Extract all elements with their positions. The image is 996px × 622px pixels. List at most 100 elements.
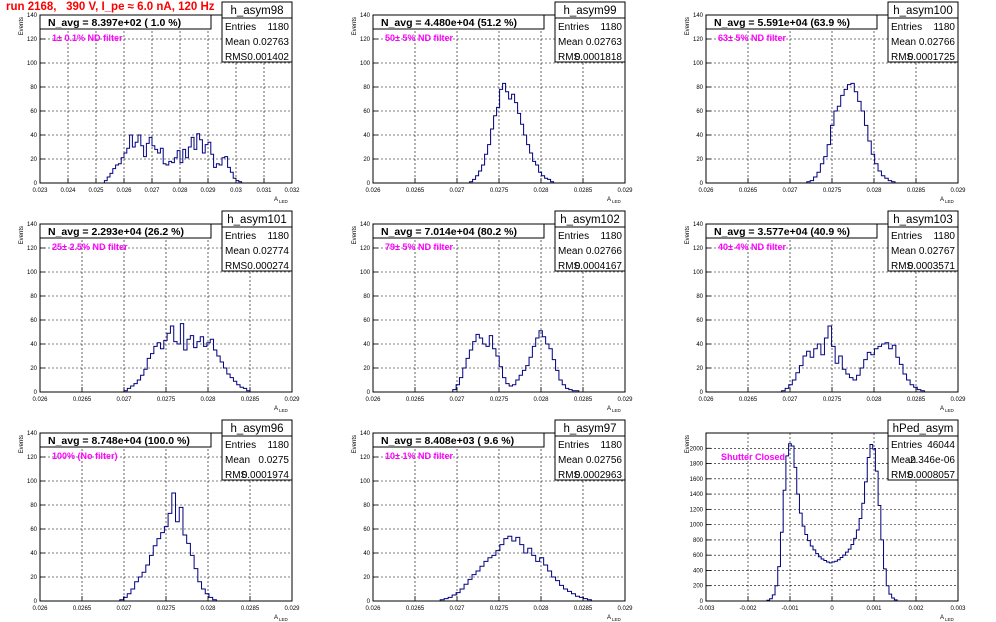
x-axis-title-subscript: LED [945,199,955,204]
x-tick-label: 0.002 [908,606,924,612]
x-axis-title: A [607,197,611,203]
x-tick-label: 0.032 [284,188,300,194]
y-tick-label: 120 [27,455,38,461]
page-title: run 2168, 390 V, I_pe ≈ 6.0 nA, 120 Hz [6,1,215,13]
y-tick-label: 120 [27,246,38,252]
stats-label: Entries [891,22,922,33]
x-tick-label: 0.0285 [907,188,926,194]
y-tick-label: 40 [30,342,37,348]
x-tick-label: 0.0285 [907,397,926,403]
x-tick-label: 0.026 [698,397,714,403]
navg-box [39,432,212,448]
x-tick-label: 0.031 [256,188,272,194]
x-axis-title-subscript: LED [279,408,289,413]
x-tick-label: 0 [830,606,834,612]
y-tick-label: 60 [696,318,703,324]
x-axis-title: A [274,615,278,621]
y-tick-label: 20 [363,366,370,372]
stats-value: 0.0001725 [908,52,956,63]
x-axis-title-subscript: LED [279,617,289,622]
stats-value: 1180 [267,22,289,33]
y-tick-label: 20 [696,366,703,372]
histogram-bars [781,325,925,392]
x-tick-label: 0.028 [533,188,549,194]
x-tick-label: 0.028 [866,397,882,403]
histogram-panel-h_asym98: 0.023 0.024 0.025 0.026 0.027 0.028 0.029 0.03 0… [19,1,300,204]
y-tick-label: 40 [696,342,703,348]
stats-label: Mean [225,246,250,257]
x-tick-label: 0.029 [617,606,633,612]
histogram-bars [452,330,580,392]
y-tick-label: 40 [696,133,703,139]
y-tick-label: 80 [30,294,37,300]
y-tick-label: 2000 [690,446,704,452]
stats-value: 0.02756 [586,455,623,466]
stats-box [221,17,293,63]
y-tick-label: 120 [693,37,704,43]
x-tick-label: 0.029 [617,397,633,403]
histogram-title: h_asym100 [893,5,952,17]
x-tick-label: 0.027 [449,606,465,612]
histogram-bars [469,82,555,183]
filter-annotation: 50± 5% ND filter [385,33,453,43]
x-tick-label: 0.0265 [73,606,92,612]
y-tick-label: 200 [693,584,704,590]
x-tick-label: 0.0275 [157,397,176,403]
stats-label: Entries [558,231,589,242]
stats-label: RMS [558,261,581,272]
histogram-title: h_asym101 [227,214,286,226]
x-tick-label: 0.0265 [406,606,425,612]
stats-box [554,435,626,481]
x-tick-label: 0.027 [782,188,798,194]
y-tick-label: 60 [30,318,37,324]
stats-box [221,226,293,272]
y-tick-label: 80 [696,85,703,91]
stats-box [554,226,626,272]
histogram-panel-h_asym100: 0.026 0.0265 0.027 0.0275 0.028 0.0285 0.029 0 2… [685,1,966,204]
x-axis-title-subscript: LED [279,199,289,204]
histogram-bars [766,443,898,601]
stats-value: 0.0003571 [908,261,956,272]
filter-annotation: Shutter Closed [721,452,785,462]
y-axis-title: Events [352,17,358,35]
filter-annotation: 79± 5% ND filter [385,242,453,252]
x-tick-label: 0.027 [449,188,465,194]
stats-label: RMS [558,470,581,481]
histogram-panel-h_asym103: 0.026 0.0265 0.027 0.0275 0.028 0.0285 0.029 0 2… [685,210,966,413]
y-axis-title: Events [19,226,25,244]
navg-box [705,223,878,239]
stats-label: Mean [225,37,250,48]
y-tick-label: 0 [700,599,704,605]
stats-value: -2.346e-06 [907,455,956,466]
stats-value: 1180 [933,22,955,33]
stats-value: 1180 [600,440,622,451]
x-axis-title: A [940,615,944,621]
x-tick-label: 0.027 [116,606,132,612]
y-tick-label: 20 [30,157,37,163]
filter-annotation: 10± 1% ND filter [385,451,453,461]
y-tick-label: 20 [30,366,37,372]
x-axis-title: A [274,406,278,412]
stats-value: 1180 [267,231,289,242]
y-tick-label: 20 [696,157,703,163]
y-tick-label: 60 [30,527,37,533]
y-tick-label: 120 [360,455,371,461]
navg-box [39,223,212,239]
y-axis-title: Events [685,17,691,35]
stats-label: Mean [891,246,916,257]
y-tick-label: 140 [360,222,371,228]
navg-label: N_avg = 8.748e+04 (100.0 %) [48,435,190,447]
y-tick-label: 140 [27,13,38,19]
x-tick-label: 0.026 [365,397,381,403]
y-tick-label: 120 [27,37,38,43]
x-tick-label: 0.0265 [739,397,758,403]
x-tick-label: 0.027 [782,397,798,403]
histogram-title: h_asym98 [230,5,283,17]
y-tick-label: 1400 [690,492,704,498]
y-tick-label: 800 [693,538,704,544]
y-tick-label: 60 [696,109,703,115]
filter-annotation: 1± 0.1% ND filter [52,33,123,43]
x-tick-label: 0.0285 [241,606,260,612]
x-tick-label: 0.029 [617,188,633,194]
x-tick-label: -0.003 [697,606,715,612]
